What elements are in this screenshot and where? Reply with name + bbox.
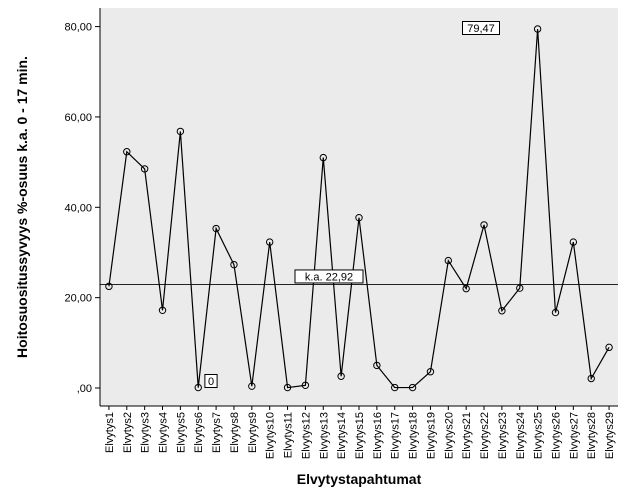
data-point bbox=[480, 221, 488, 229]
data-point bbox=[516, 284, 524, 292]
x-tick-label: Elvytys13 bbox=[318, 412, 330, 459]
data-point bbox=[533, 25, 542, 33]
x-tick-label: Elvytys27 bbox=[568, 412, 580, 459]
x-tick-label: Elvytys3 bbox=[140, 412, 152, 453]
y-tick-label: ,00 bbox=[77, 383, 92, 395]
x-tick-label: Elvytys12 bbox=[300, 412, 312, 459]
plot-background bbox=[100, 8, 618, 406]
min-value-label-box bbox=[204, 374, 218, 388]
x-tick-label: Elvytys23 bbox=[497, 412, 509, 459]
data-point bbox=[355, 213, 363, 222]
x-tick-label: Elvytys21 bbox=[461, 412, 473, 459]
y-tick-label: 60,00 bbox=[64, 112, 92, 124]
data-point bbox=[176, 127, 185, 136]
data-point bbox=[605, 343, 613, 352]
x-tick-label: Elvytys20 bbox=[443, 412, 455, 459]
data-point bbox=[587, 374, 595, 383]
x-tick-label: Elvytys7 bbox=[211, 412, 223, 453]
data-point bbox=[551, 308, 560, 317]
x-tick-label: Elvytys18 bbox=[408, 412, 420, 459]
x-tick-label: Elvytys10 bbox=[265, 412, 277, 459]
x-tick-label: Elvytys11 bbox=[283, 412, 295, 458]
data-point bbox=[569, 238, 578, 246]
data-point bbox=[337, 372, 345, 380]
x-tick-label: Elvytys24 bbox=[515, 412, 527, 459]
data-point bbox=[158, 306, 167, 314]
y-tick-label: 20,00 bbox=[64, 293, 92, 305]
data-point bbox=[391, 383, 399, 392]
data-point bbox=[212, 224, 220, 233]
x-tick-label: Elvytys14 bbox=[336, 412, 348, 459]
x-axis-title: Elvytystapahtumat bbox=[297, 471, 422, 487]
data-point bbox=[140, 165, 149, 173]
x-tick-label: Elvytys16 bbox=[372, 412, 384, 459]
x-tick-label: Elvytys2 bbox=[122, 412, 134, 453]
x-tick-label: Elvytys19 bbox=[425, 412, 437, 459]
x-tick-label: Elvytys26 bbox=[550, 412, 562, 459]
x-tick-label: Elvytys17 bbox=[390, 412, 402, 459]
data-point bbox=[105, 282, 113, 291]
y-tick-label: 80,00 bbox=[64, 22, 92, 34]
data-point bbox=[301, 381, 310, 389]
x-tick-label: Elvytys5 bbox=[175, 412, 187, 453]
x-tick-label: Elvytys29 bbox=[604, 412, 616, 459]
data-point bbox=[319, 153, 327, 162]
x-tick-label: Elvytys25 bbox=[533, 412, 545, 459]
data-point bbox=[426, 368, 435, 376]
x-tick-label: Elvytys22 bbox=[479, 412, 491, 459]
data-point bbox=[444, 256, 453, 265]
data-point bbox=[230, 260, 238, 269]
data-point bbox=[123, 148, 131, 156]
min-value-label: 0 bbox=[208, 376, 214, 388]
x-tick-label: Elvytys8 bbox=[229, 412, 241, 453]
data-point bbox=[248, 382, 256, 390]
data-point bbox=[265, 238, 274, 246]
x-tick-label: Elvytys6 bbox=[193, 412, 205, 453]
max-value-label-box bbox=[462, 21, 500, 35]
data-point bbox=[194, 383, 202, 392]
data-point bbox=[408, 383, 417, 392]
y-tick-label: 40,00 bbox=[64, 202, 92, 214]
data-point bbox=[283, 383, 292, 392]
series-line bbox=[108, 28, 610, 389]
x-tick-label: Elvytys1 bbox=[104, 412, 116, 453]
data-point bbox=[462, 284, 470, 293]
data-point bbox=[498, 307, 506, 315]
y-axis-title: Hoitosuositussyvyys %-osuus k.a. 0 - 17 … bbox=[14, 56, 30, 358]
x-tick-label: Elvytys4 bbox=[158, 412, 170, 453]
data-point bbox=[373, 361, 381, 370]
x-tick-label: Elvytys9 bbox=[247, 412, 259, 453]
mean-label: k.a. 22,92 bbox=[305, 271, 353, 283]
max-value-label: 79,47 bbox=[467, 23, 495, 35]
x-tick-label: Elvytys15 bbox=[354, 412, 366, 459]
x-tick-label: Elvytys28 bbox=[586, 412, 598, 459]
mean-label-box bbox=[294, 269, 364, 284]
